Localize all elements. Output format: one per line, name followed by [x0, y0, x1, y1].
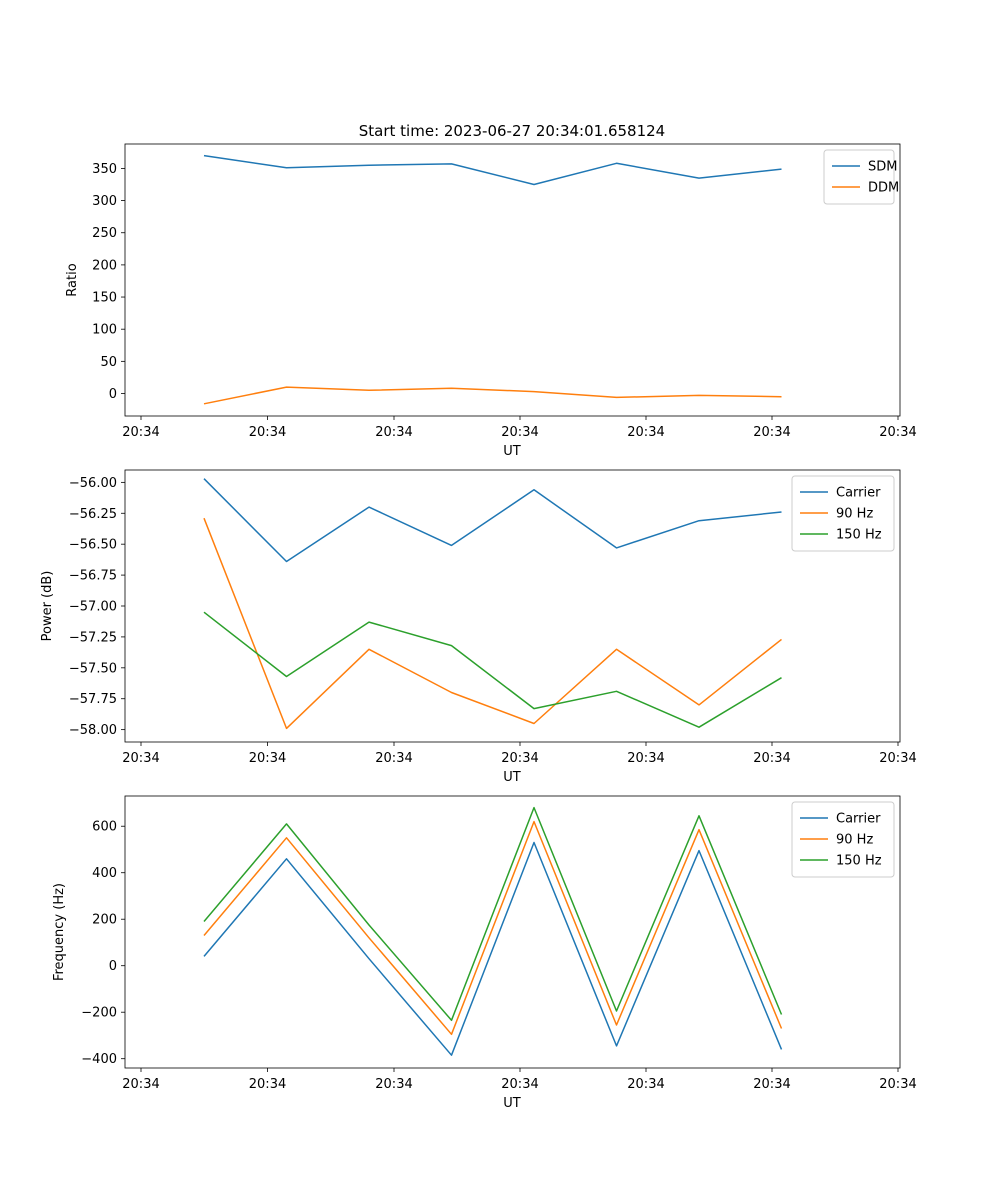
y-tick-label: 150 — [92, 291, 117, 306]
panels: 0 50 100 150 200 250 300 350 20:34 20:34 20:34 20:3… — [40, 143, 917, 1111]
legend-box — [823, 149, 895, 205]
x-tick-label: 20:34 — [627, 751, 664, 766]
x-tick-label: 20:34 — [879, 425, 916, 440]
legend: SDM DDM — [823, 149, 899, 205]
y-tick-label: 250 — [92, 226, 117, 241]
x-tick-label: 20:34 — [753, 425, 790, 440]
axes-frame — [124, 795, 901, 1069]
axes-frame — [124, 143, 901, 417]
legend-label: 90 Hz — [836, 507, 873, 522]
series-line-90-hz — [203, 820, 783, 1036]
legend: Carrier 90 Hz 150 Hz — [791, 475, 895, 552]
y-tick-label: −57.00 — [69, 600, 117, 615]
legend-label: 150 Hz — [836, 854, 882, 869]
y-tick-label: 350 — [92, 162, 117, 177]
series-line-sdm — [203, 154, 782, 186]
y-tick-label: −57.75 — [69, 692, 117, 707]
x-axis-label: UT — [503, 1096, 521, 1111]
y-tick-label: −400 — [81, 1052, 117, 1067]
x-tick-label: 20:34 — [879, 1077, 916, 1092]
y-tick-label: 0 — [109, 387, 117, 402]
y-tick-label: 0 — [109, 959, 117, 974]
x-axis-label: UT — [503, 770, 521, 785]
y-tick-label: −58.00 — [69, 723, 117, 738]
series-line-carrier — [203, 841, 783, 1056]
figure-title: Start time: 2023-06-27 20:34:01.658124 — [359, 122, 665, 140]
legend-box — [791, 801, 895, 878]
series-line-ddm — [203, 386, 782, 405]
y-tick-label: 50 — [100, 355, 117, 370]
series-line-90-hz — [203, 517, 782, 730]
y-tick-label: 200 — [92, 913, 117, 928]
x-tick-label: 20:34 — [375, 751, 412, 766]
y-tick-label: −57.25 — [69, 630, 117, 645]
x-tick-label: 20:34 — [501, 751, 538, 766]
x-tick-label: 20:34 — [375, 1077, 412, 1092]
x-tick-label: 20:34 — [879, 751, 916, 766]
y-axis-label: Power (dB) — [40, 571, 55, 642]
y-tick-label: 600 — [92, 820, 117, 835]
legend-label: Carrier — [836, 486, 881, 501]
panel-2: −56.00 −56.25 −56.50 −56.75 −57.00 −57.25 −57.… — [40, 469, 917, 785]
panel-1: 0 50 100 150 200 250 300 350 20:34 20:34 20:34 20:3… — [65, 143, 917, 459]
x-tick-label: 20:34 — [627, 425, 664, 440]
x-tick-label: 20:34 — [122, 751, 159, 766]
series-line-150-hz — [203, 806, 783, 1022]
panel-3: −400 −200 0 200 400 600 20:34 20:34 20:34 20:34 20… — [52, 795, 917, 1111]
x-tick-label: 20:34 — [249, 425, 286, 440]
y-axis-label: Frequency (Hz) — [52, 883, 67, 981]
y-tick-label: −56.00 — [69, 476, 117, 491]
legend: Carrier 90 Hz 150 Hz — [791, 801, 895, 878]
series-line-carrier — [203, 478, 782, 563]
y-tick-label: 300 — [92, 194, 117, 209]
x-tick-label: 20:34 — [122, 425, 159, 440]
legend-label: 90 Hz — [836, 833, 873, 848]
x-tick-label: 20:34 — [753, 1077, 790, 1092]
y-tick-label: 400 — [92, 866, 117, 881]
x-tick-label: 20:34 — [375, 425, 412, 440]
y-tick-label: −56.25 — [69, 507, 117, 522]
y-tick-label: 100 — [92, 323, 117, 338]
legend-label: 150 Hz — [836, 528, 882, 543]
y-tick-label: −56.75 — [69, 569, 117, 584]
x-tick-label: 20:34 — [249, 1077, 286, 1092]
y-axis-label: Ratio — [65, 263, 80, 296]
legend-box — [791, 475, 895, 552]
x-tick-label: 20:34 — [501, 425, 538, 440]
x-tick-label: 20:34 — [122, 1077, 159, 1092]
y-tick-label: −57.50 — [69, 661, 117, 676]
y-tick-label: −200 — [81, 1006, 117, 1021]
x-tick-label: 20:34 — [627, 1077, 664, 1092]
legend-label: SDM — [868, 160, 897, 175]
x-tick-label: 20:34 — [501, 1077, 538, 1092]
legend-label: DDM — [868, 181, 899, 196]
legend-label: Carrier — [836, 812, 881, 827]
x-axis-label: UT — [503, 444, 521, 459]
x-tick-label: 20:34 — [753, 751, 790, 766]
x-tick-label: 20:34 — [249, 751, 286, 766]
series-line-150-hz — [203, 611, 782, 728]
y-tick-label: 200 — [92, 258, 117, 273]
y-tick-label: −56.50 — [69, 538, 117, 553]
